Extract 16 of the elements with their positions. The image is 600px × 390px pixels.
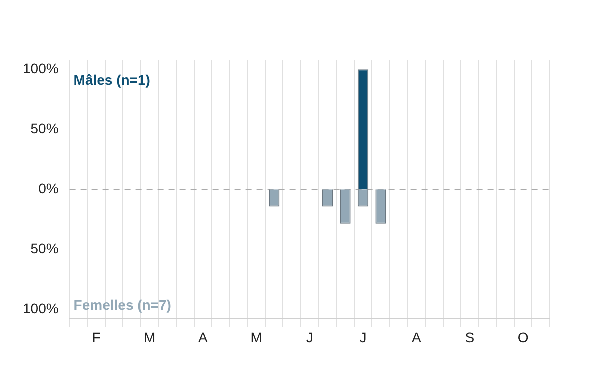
y-tick-label: 0% [38,180,59,196]
x-tick-label: J [360,329,367,346]
x-tick-label: A [412,329,422,346]
y-tick-label: 50% [30,240,59,256]
x-tick-label: A [198,329,209,346]
y-tick-label: 100% [22,300,59,316]
text: Mâles (n=1) [74,72,150,88]
x-tick-label: O [518,329,529,346]
y-tick-label: 50% [30,120,59,136]
x-tick-label: M [144,329,156,346]
x-tick-label: M [250,329,262,346]
x-tick-label: F [92,329,101,346]
x-tick-label: J [306,329,314,346]
y-tick-label: 100% [22,60,59,76]
x-tick-label: S [465,329,475,346]
text: Femelles (n=7) [74,297,172,314]
